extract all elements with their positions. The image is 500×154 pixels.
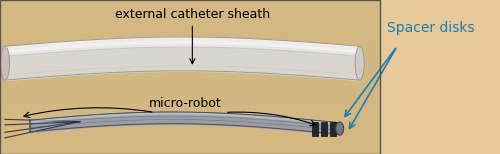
Bar <box>0 105 380 108</box>
Bar <box>0 52 380 55</box>
Bar <box>0 59 380 62</box>
Bar <box>0 74 380 77</box>
Bar <box>0 62 380 65</box>
Bar <box>0 77 380 80</box>
Text: micro-robot: micro-robot <box>148 97 221 110</box>
Bar <box>312 122 318 136</box>
Bar <box>0 65 380 68</box>
Text: Spacer disks: Spacer disks <box>387 21 475 35</box>
Bar <box>0 92 380 95</box>
Bar <box>0 102 380 105</box>
Bar <box>0 0 380 154</box>
Bar <box>0 99 380 102</box>
Bar <box>321 122 327 136</box>
Bar <box>0 95 380 99</box>
Bar <box>330 122 336 136</box>
Text: external catheter sheath: external catheter sheath <box>115 8 270 64</box>
Bar <box>0 55 380 59</box>
Bar <box>0 83 380 86</box>
Bar <box>0 68 380 71</box>
Ellipse shape <box>355 46 364 80</box>
Ellipse shape <box>0 46 10 80</box>
Bar <box>0 71 380 74</box>
Bar <box>0 86 380 89</box>
Bar <box>0 0 380 154</box>
Ellipse shape <box>336 122 344 135</box>
Bar <box>0 89 380 92</box>
Bar <box>0 49 380 52</box>
Bar <box>0 80 380 83</box>
Bar <box>0 46 380 49</box>
